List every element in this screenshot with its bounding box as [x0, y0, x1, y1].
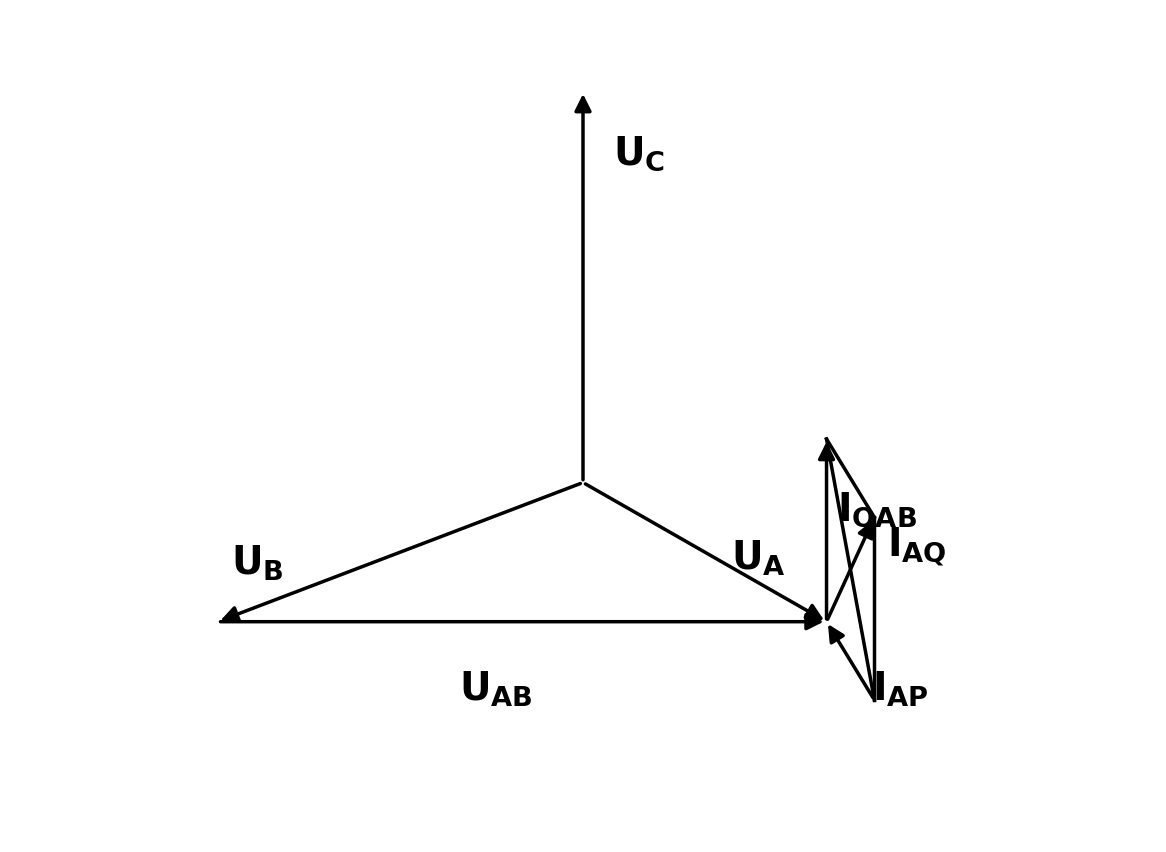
Text: $\mathbf{I_{AQ}}$: $\mathbf{I_{AQ}}$	[887, 526, 947, 568]
Text: $\mathbf{U_{AB}}$: $\mathbf{U_{AB}}$	[459, 670, 533, 709]
Text: $\mathbf{U_B}$: $\mathbf{U_B}$	[231, 544, 283, 583]
Text: $\mathbf{I_{AP}}$: $\mathbf{I_{AP}}$	[872, 670, 929, 709]
Text: $\mathbf{U_A}$: $\mathbf{U_A}$	[731, 539, 786, 579]
Text: $\mathbf{U_C}$: $\mathbf{U_C}$	[613, 135, 666, 173]
Text: $\mathbf{I_{QAB}}$: $\mathbf{I_{QAB}}$	[837, 491, 916, 533]
